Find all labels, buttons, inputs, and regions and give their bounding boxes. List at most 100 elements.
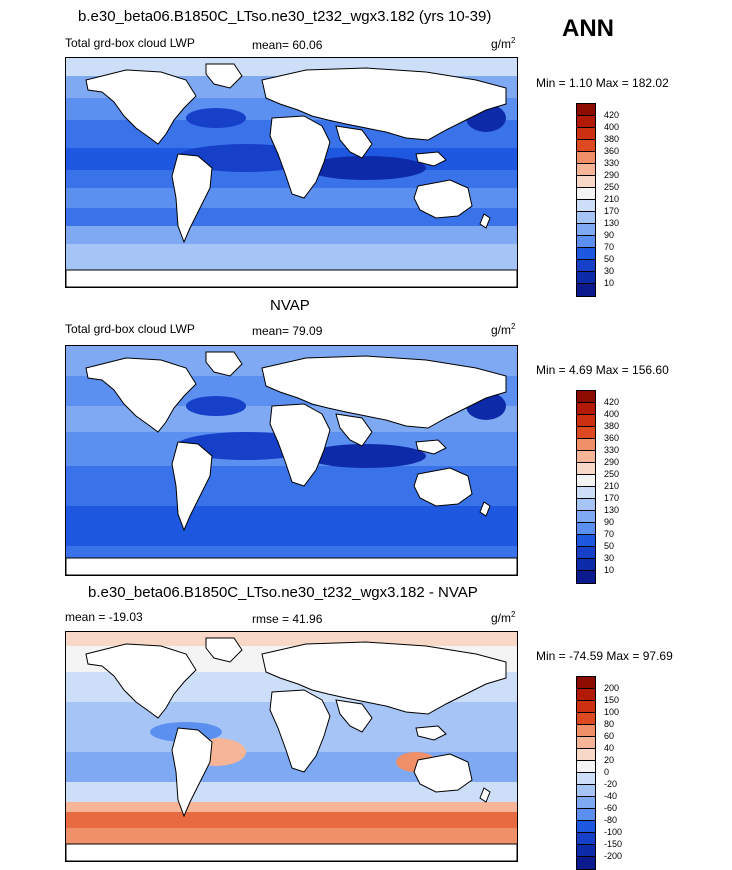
colorbar-tick-label: 330 [604, 445, 620, 455]
continent-outline [171, 727, 213, 818]
colorbar-tick-label: -40 [604, 791, 618, 801]
colorbar-cell [577, 140, 595, 152]
field-band [66, 506, 517, 546]
continent-outline [269, 403, 331, 487]
continent-outline [479, 213, 491, 229]
panel3-map [65, 631, 518, 862]
colorbar-tick-label: 360 [604, 433, 620, 443]
colorbar-tick-label: 360 [604, 146, 620, 156]
continent-outline [479, 501, 491, 517]
colorbar-cell [577, 200, 595, 212]
continent-outline [261, 641, 507, 715]
colorbar-tick-label: 50 [604, 541, 615, 551]
colorbar-cell [577, 451, 595, 463]
colorbar-cell [577, 677, 595, 689]
panel1-left-label: Total grd-box cloud LWP [65, 36, 195, 50]
colorbar-tick-label: 30 [604, 266, 615, 276]
colorbar-cell [577, 845, 595, 857]
colorbar-tick-label: 70 [604, 242, 615, 252]
continent-outline [479, 787, 491, 803]
panel1-colorbar [576, 103, 596, 297]
colorbar-cell [577, 164, 595, 176]
panel3-colorbar [576, 676, 596, 870]
colorbar-cell [577, 152, 595, 164]
colorbar-tick-label: 170 [604, 493, 620, 503]
colorbar-tick-label: 10 [604, 278, 615, 288]
colorbar-cell [577, 833, 595, 845]
field-band [66, 802, 517, 812]
colorbar-cell [577, 116, 595, 128]
field-band [66, 226, 517, 244]
continent-outline [413, 753, 473, 793]
field-band [66, 546, 517, 558]
continent-outline [261, 355, 507, 429]
colorbar-cell [577, 737, 595, 749]
colorbar-tick-label: 90 [604, 230, 615, 240]
colorbar-cell [577, 391, 595, 403]
panel1-stat: mean= 60.06 [252, 38, 323, 52]
colorbar-cell [577, 785, 595, 797]
continent-outline [415, 439, 447, 455]
colorbar-tick-label: -200 [604, 851, 623, 861]
continent-outline [335, 699, 373, 733]
colorbar-tick-label: 420 [604, 397, 620, 407]
colorbar-cell [577, 427, 595, 439]
colorbar-cell [577, 761, 595, 773]
continent-outline [171, 153, 213, 244]
colorbar-tick-label: -20 [604, 779, 618, 789]
colorbar-cell [577, 439, 595, 451]
panel1-minmax: Min = 1.10 Max = 182.02 [536, 76, 669, 90]
colorbar-tick-label: 150 [604, 695, 620, 705]
panel2-map [65, 345, 518, 576]
colorbar-tick-label: 400 [604, 122, 620, 132]
field-blob [306, 444, 426, 468]
continent-outline [85, 69, 197, 145]
colorbar-tick-label: -80 [604, 815, 618, 825]
panel3-stat: rmse = 41.96 [252, 612, 323, 626]
panel2-stat: mean= 79.09 [252, 324, 323, 338]
panel3-minmax: Min = -74.59 Max = 97.69 [536, 649, 673, 663]
colorbar-cell [577, 224, 595, 236]
continent-outline [85, 643, 197, 719]
colorbar-tick-label: 380 [604, 134, 620, 144]
continent-outline [205, 63, 243, 89]
colorbar-cell [577, 821, 595, 833]
colorbar-tick-label: 50 [604, 254, 615, 264]
continent-outline [269, 115, 331, 199]
colorbar-cell [577, 689, 595, 701]
colorbar-cell [577, 749, 595, 761]
colorbar-tick-label: 250 [604, 469, 620, 479]
colorbar-tick-label: 70 [604, 529, 615, 539]
panel3-units: g/m2 [491, 610, 516, 625]
colorbar-tick-label: 130 [604, 218, 620, 228]
panel1-map [65, 57, 518, 288]
field-band [66, 244, 517, 270]
colorbar-cell [577, 547, 595, 559]
colorbar-cell [577, 236, 595, 248]
field-band [66, 632, 517, 646]
continent-outline [261, 67, 507, 141]
panel1-title: b.e30_beta06.B1850C_LTso.ne30_t232_wgx3.… [78, 8, 492, 25]
continent-outline [413, 467, 473, 507]
colorbar-tick-label: 130 [604, 505, 620, 515]
colorbar-cell [577, 535, 595, 547]
colorbar-tick-label: 90 [604, 517, 615, 527]
colorbar-tick-label: 400 [604, 409, 620, 419]
colorbar-tick-label: 290 [604, 170, 620, 180]
colorbar-cell [577, 248, 595, 260]
colorbar-cell [577, 188, 595, 200]
colorbar-tick-label: -100 [604, 827, 623, 837]
colorbar-cell [577, 463, 595, 475]
colorbar-tick-label: 80 [604, 719, 615, 729]
colorbar-tick-label: 290 [604, 457, 620, 467]
colorbar-cell [577, 797, 595, 809]
panel2-left-label: Total grd-box cloud LWP [65, 322, 195, 336]
panel2-minmax: Min = 4.69 Max = 156.60 [536, 363, 669, 377]
continent-outline [269, 689, 331, 773]
colorbar-tick-label: 20 [604, 755, 615, 765]
field-blob [186, 396, 246, 416]
colorbar-tick-label: 210 [604, 194, 620, 204]
colorbar-cell [577, 809, 595, 821]
continent-outline [415, 725, 447, 741]
continent-outline [66, 843, 517, 861]
